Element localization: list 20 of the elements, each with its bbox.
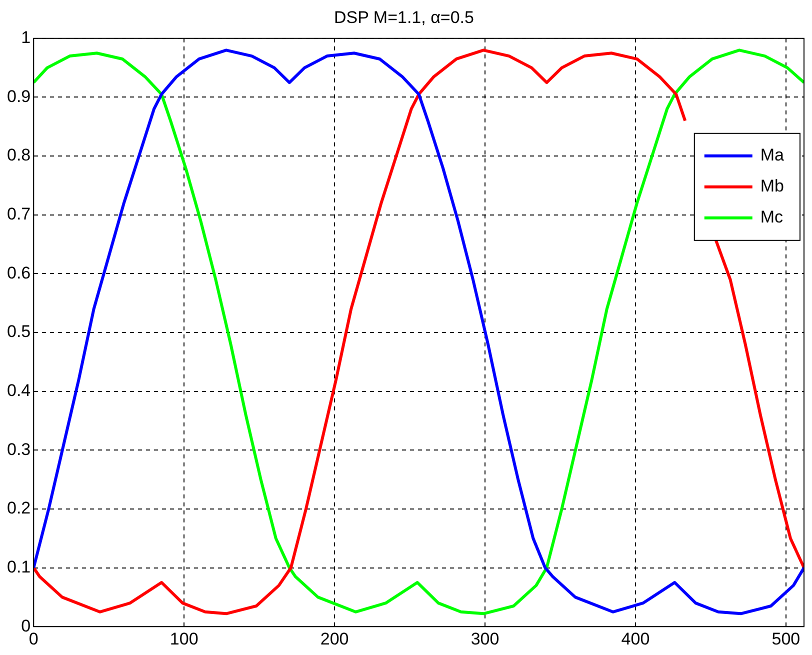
legend-label: Mc <box>760 208 784 227</box>
y-tick-label: 0.3 <box>6 440 31 459</box>
x-tick-label: 300 <box>470 629 500 648</box>
y-tick-label: 0 <box>21 616 31 636</box>
y-tick-label: 0.6 <box>6 263 31 282</box>
y-tick-label: 0.7 <box>6 204 31 224</box>
y-tick-label: 1 <box>21 28 31 48</box>
y-tick-label: 0.4 <box>6 381 31 400</box>
x-tick-label: 200 <box>320 629 349 648</box>
legend-label: Mb <box>760 176 784 196</box>
x-tick-label: 500 <box>772 629 800 648</box>
x-tick-label: 400 <box>621 629 650 648</box>
legend-label: Ma <box>760 146 785 165</box>
y-tick-label: 0.2 <box>6 498 31 518</box>
y-tick-label: 0.5 <box>6 322 31 342</box>
chart-title: DSP M=1.1, α=0.5 <box>334 8 474 27</box>
y-tick-label: 0.1 <box>6 557 31 576</box>
y-tick-label: 0.8 <box>6 146 31 165</box>
y-tick-label: 0.9 <box>6 86 31 106</box>
x-tick-label: 100 <box>170 629 198 648</box>
